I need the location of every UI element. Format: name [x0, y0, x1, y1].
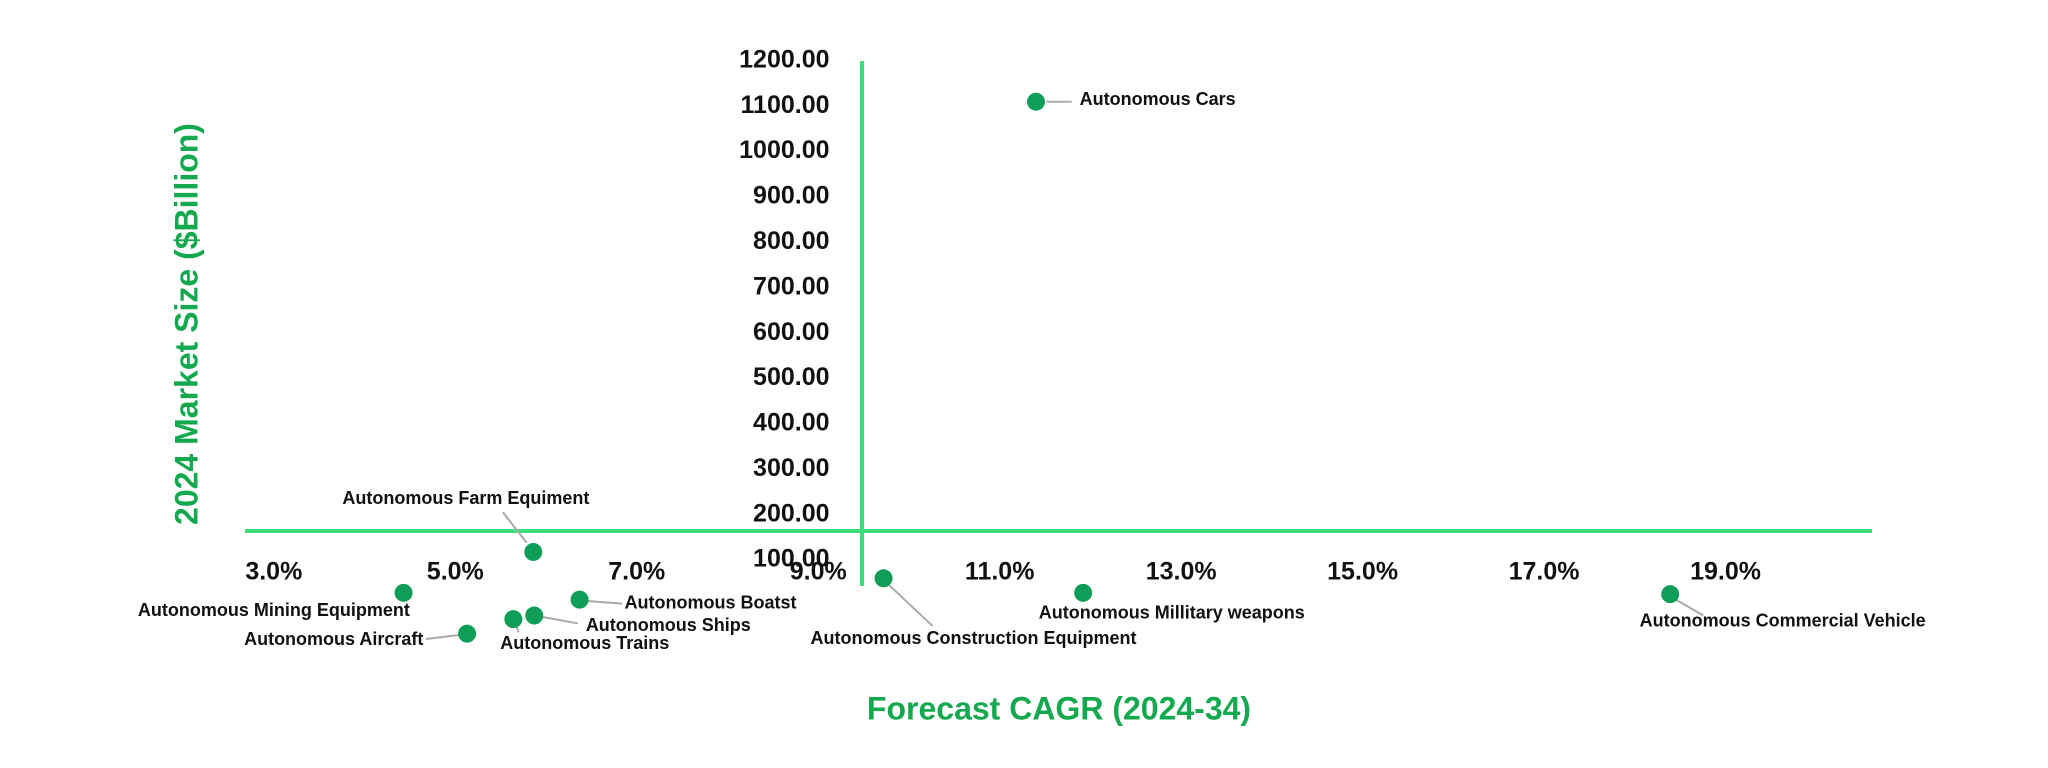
x-tick-label: 19.0%	[1690, 557, 1761, 585]
leader-line	[888, 584, 934, 627]
point-label: Autonomous Farm Equiment	[342, 488, 589, 508]
x-axis-title: Forecast CAGR (2024-34)	[867, 690, 1251, 726]
y-tick-label: 900.00	[753, 182, 829, 210]
point-label: Autonomous Commercial Vehicle	[1640, 611, 1926, 631]
point	[504, 610, 523, 629]
y-tick-label: 1000.00	[739, 136, 829, 164]
point-label: Autonomous Mining Equipment	[138, 600, 410, 620]
x-tick-label: 17.0%	[1509, 557, 1580, 585]
leader-line	[502, 511, 528, 544]
point-label: Autonomous Boatst	[625, 592, 797, 612]
point	[1026, 92, 1045, 111]
point	[394, 583, 413, 602]
leader-line	[587, 599, 623, 605]
y-tick-label: 600.00	[753, 318, 829, 346]
y-tick-label: 200.00	[753, 499, 829, 527]
point-label: Autonomous Trains	[500, 633, 669, 653]
point	[524, 542, 543, 561]
y-tick-label: 700.00	[753, 272, 829, 300]
x-tick-label: 11.0%	[965, 557, 1035, 585]
y-tick-label: 400.00	[753, 409, 829, 437]
point-label: Autonomous Millitary weapons	[1039, 603, 1305, 623]
x-tick-label: 13.0%	[1146, 557, 1217, 585]
x-tick-label: 15.0%	[1327, 557, 1398, 585]
x-tick-label: 7.0%	[608, 557, 665, 585]
x-tick-label: 5.0%	[427, 557, 484, 585]
point	[458, 624, 477, 643]
point-label: Autonomous Aircraft	[244, 629, 423, 649]
leader-line	[1674, 598, 1704, 617]
y-tick-label: 500.00	[753, 363, 829, 391]
y-axis-title: 2024 Market Size ($Billion)	[168, 123, 204, 525]
y-tick-label: 1100.00	[741, 91, 830, 119]
leader-line	[425, 633, 460, 640]
point	[1074, 583, 1093, 602]
y-tick-label: 800.00	[753, 227, 829, 255]
point-label: Autonomous Cars	[1080, 89, 1236, 109]
x-tick-label: 9.0%	[790, 557, 847, 585]
y-tick-label: 1200.00	[739, 45, 829, 73]
point	[1661, 585, 1680, 604]
y-tick-label: 300.00	[753, 454, 829, 482]
point	[874, 569, 893, 588]
point	[525, 606, 544, 625]
x-tick-label: 3.0%	[245, 557, 302, 585]
point	[570, 590, 589, 609]
y-tick-label: 100.00	[753, 545, 829, 573]
point-label: Autonomous Construction Equipment	[811, 628, 1137, 648]
point-label: Autonomous Ships	[586, 615, 751, 635]
leader-line	[541, 615, 579, 625]
